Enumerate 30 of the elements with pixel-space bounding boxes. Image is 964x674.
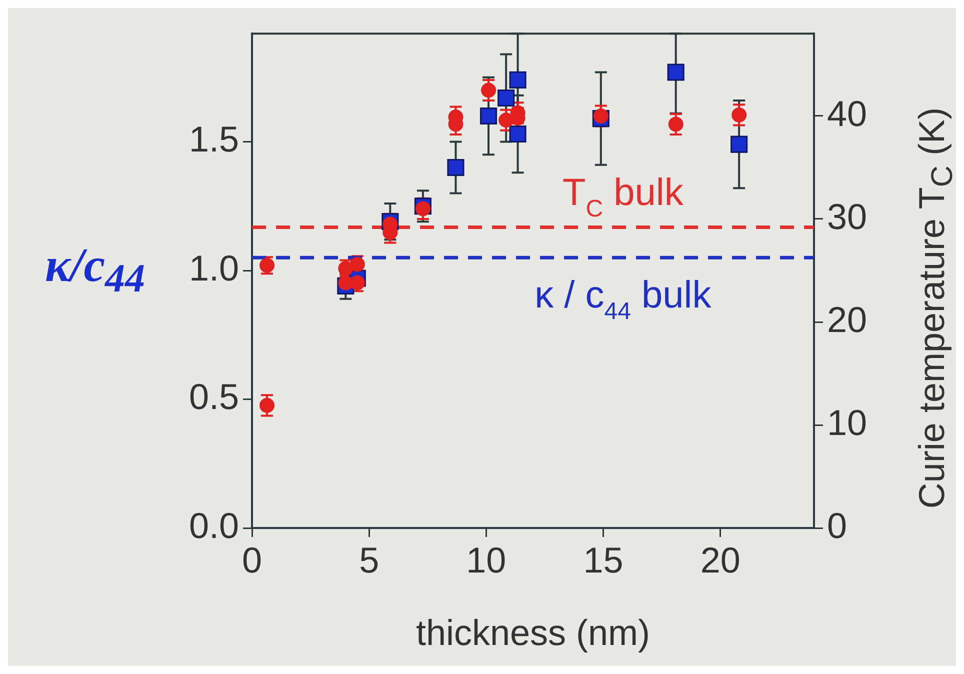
y-tick-label: 0.5	[188, 376, 239, 418]
x-axis-title: thickness (nm)	[414, 612, 652, 654]
point	[730, 136, 748, 153]
point	[498, 112, 514, 128]
y2-tick-label: 30	[827, 196, 868, 237]
y-axis-title: κ/c$_{44}$	[44, 238, 146, 302]
x-tick-label: 0	[242, 540, 262, 581]
point	[668, 116, 684, 132]
x-tick-label: 20	[700, 540, 740, 581]
y2-tick-label: 40	[827, 92, 868, 134]
y2-tick-label: 20	[827, 298, 868, 340]
point	[509, 71, 526, 88]
y-tick-label: 1.0	[188, 247, 239, 288]
x-tick-label: 15	[583, 540, 624, 581]
y2-tick-label: 0	[827, 504, 848, 546]
y-tick-label: 0.0	[188, 504, 239, 546]
point	[480, 107, 498, 125]
point	[667, 64, 684, 81]
y2-tick-label: 10	[827, 402, 868, 443]
point	[415, 201, 430, 216]
y-tick-label: 1.5	[188, 118, 239, 160]
point	[509, 125, 526, 143]
point	[732, 107, 747, 122]
point	[259, 398, 274, 413]
x-tick-label: 5	[359, 540, 380, 581]
point	[593, 108, 608, 124]
x-tick-label: 10	[466, 540, 506, 581]
point	[498, 89, 515, 107]
point	[447, 158, 464, 176]
point	[481, 82, 496, 98]
